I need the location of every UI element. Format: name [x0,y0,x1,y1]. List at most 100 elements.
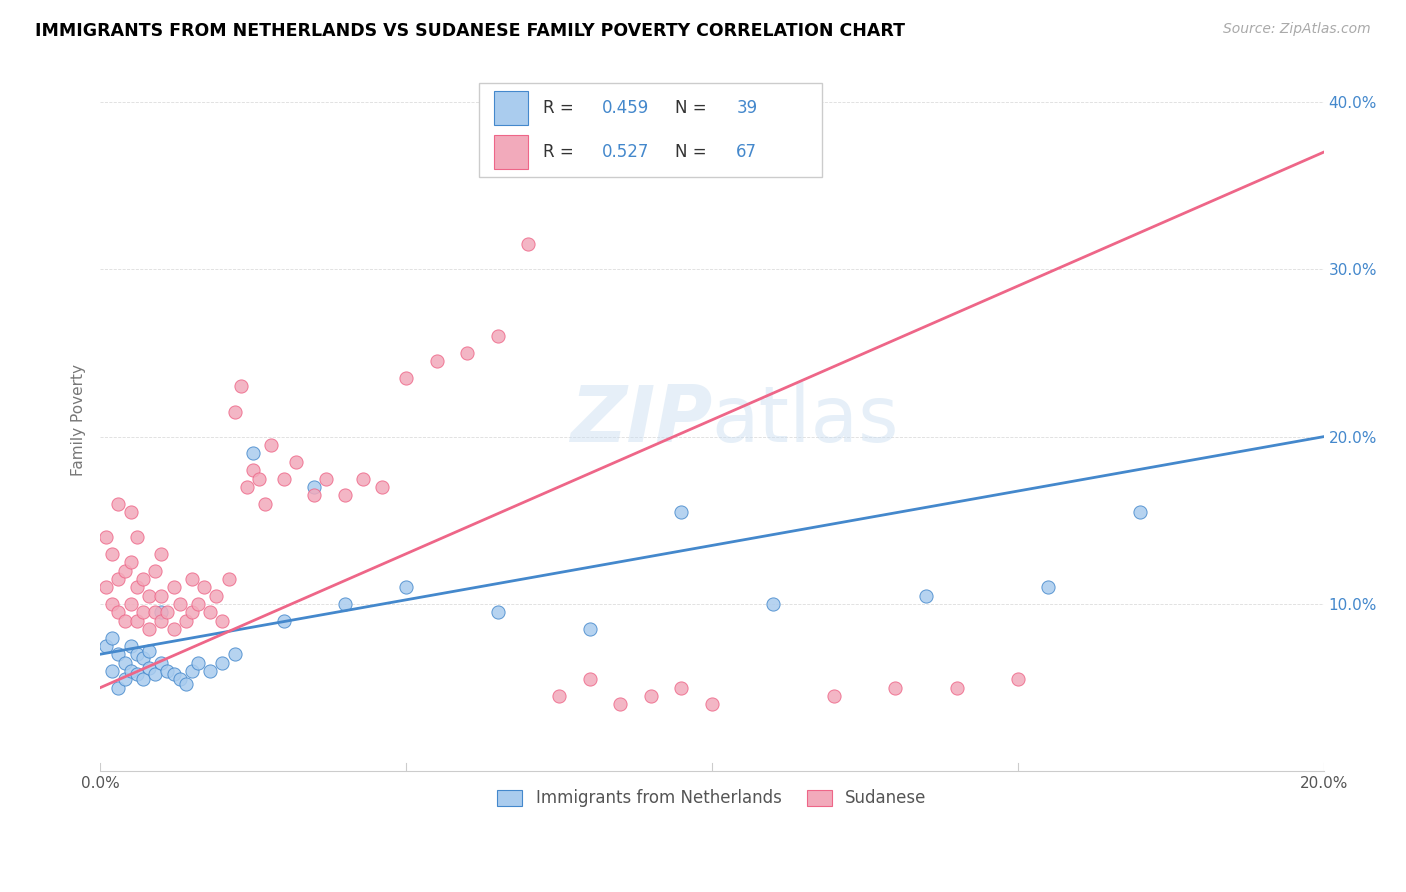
Text: 0.459: 0.459 [602,99,650,117]
Point [162,580,184,594]
Point [456,346,478,360]
Point [180,572,202,586]
Point [486,329,509,343]
Point [150,589,173,603]
Point [125,580,148,594]
Point [205,589,228,603]
Point [150,656,173,670]
Point [302,488,325,502]
Point [395,371,418,385]
Point [150,606,173,620]
Point [107,647,129,661]
Text: R =: R = [543,143,579,161]
Point [193,580,215,594]
Legend: Immigrants from Netherlands, Sudanese: Immigrants from Netherlands, Sudanese [489,781,935,816]
Point [132,606,155,620]
Point [945,681,967,695]
Point [1129,505,1152,519]
Point [150,614,173,628]
Point [107,681,129,695]
Point [101,597,124,611]
Text: IMMIGRANTS FROM NETHERLANDS VS SUDANESE FAMILY POVERTY CORRELATION CHART: IMMIGRANTS FROM NETHERLANDS VS SUDANESE … [35,22,905,40]
Point [114,614,136,628]
FancyBboxPatch shape [479,83,823,178]
Point [120,664,142,678]
Point [132,673,155,687]
Point [486,606,509,620]
Point [101,547,124,561]
Point [247,471,270,485]
Point [273,471,295,485]
Point [254,497,277,511]
Point [156,606,179,620]
Point [96,639,118,653]
Point [578,673,600,687]
Point [125,530,148,544]
Point [609,698,631,712]
Point [302,480,325,494]
Point [114,564,136,578]
Text: atlas: atlas [711,382,900,458]
Point [578,622,600,636]
Point [114,656,136,670]
Point [823,689,845,703]
Point [107,572,129,586]
Point [125,647,148,661]
Text: 0.527: 0.527 [602,143,650,161]
Point [143,667,166,681]
Point [915,589,938,603]
Point [96,530,118,544]
Point [200,664,222,678]
Point [762,597,785,611]
Point [218,572,240,586]
Point [180,664,202,678]
Point [138,589,160,603]
Point [187,597,209,611]
Point [174,677,197,691]
Point [395,580,418,594]
Point [132,572,155,586]
Point [370,480,392,494]
Point [120,639,142,653]
Point [333,597,356,611]
Point [169,673,191,687]
Text: ZIP: ZIP [569,382,711,458]
Point [96,580,118,594]
Point [125,614,148,628]
Point [174,614,197,628]
Point [548,689,571,703]
Point [426,354,449,368]
Point [101,664,124,678]
Text: N =: N = [675,143,711,161]
Text: N =: N = [675,99,711,117]
Point [200,606,222,620]
Point [640,689,662,703]
Point [138,660,160,674]
Point [114,673,136,687]
Point [333,488,356,502]
Point [273,614,295,628]
Point [143,564,166,578]
Point [700,698,723,712]
Point [187,656,209,670]
Point [162,667,184,681]
Point [260,438,283,452]
Point [1007,673,1029,687]
FancyBboxPatch shape [494,136,529,169]
Point [229,379,252,393]
Point [315,471,337,485]
Point [162,622,184,636]
Text: R =: R = [543,99,579,117]
Point [120,505,142,519]
Point [138,644,160,658]
Point [242,446,264,460]
Point [156,664,179,678]
Point [517,237,540,252]
Point [143,606,166,620]
Point [138,622,160,636]
Point [120,597,142,611]
Point [211,656,233,670]
Point [150,547,173,561]
Y-axis label: Family Poverty: Family Poverty [72,364,86,476]
Text: 67: 67 [737,143,758,161]
